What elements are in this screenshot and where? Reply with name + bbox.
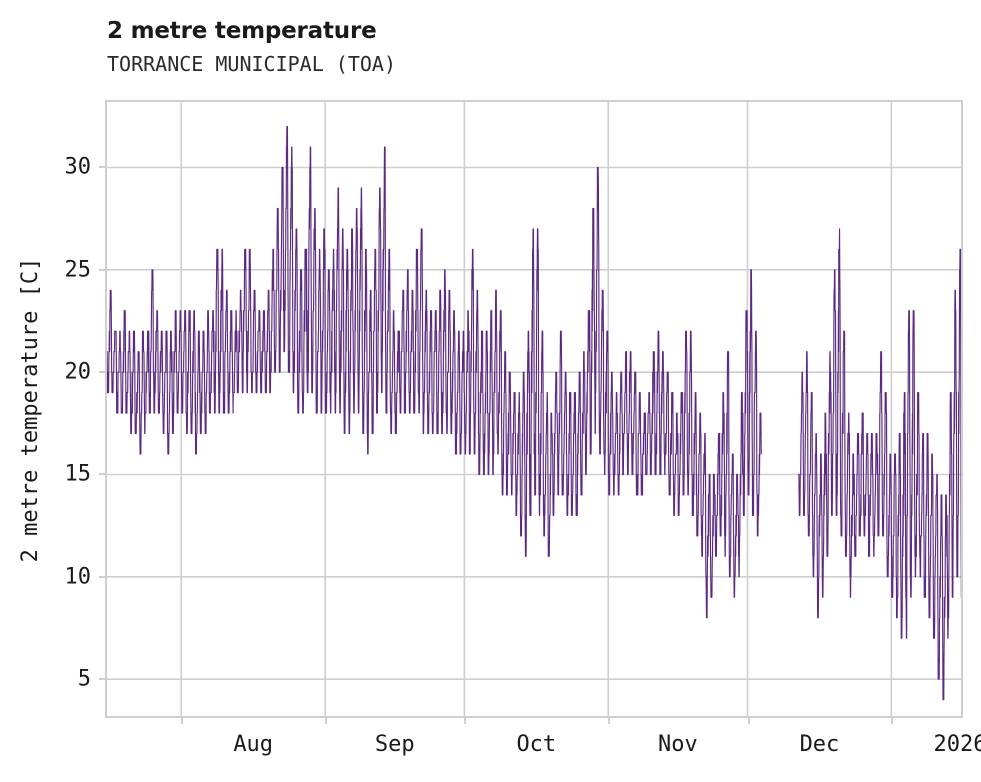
- x-tick-label: Dec: [799, 732, 840, 757]
- y-tick-mark: [99, 166, 105, 169]
- y-tick-mark: [99, 575, 105, 578]
- x-tick-label: Sep: [374, 732, 415, 757]
- y-tick-mark: [99, 268, 105, 271]
- x-tick-mark: [747, 718, 750, 724]
- y-tick-label: 20: [64, 359, 92, 385]
- y-tick-mark: [99, 473, 105, 476]
- y-axis-ticks: 30 25 20 15 10 5: [0, 0, 105, 782]
- x-tick-label: 2026: [933, 732, 981, 757]
- y-tick-label: 25: [64, 257, 92, 283]
- x-tick-label: Aug: [233, 732, 274, 757]
- y-tick-label: 15: [64, 461, 92, 487]
- temperature-line: [107, 125, 961, 701]
- y-tick-mark: [99, 371, 105, 374]
- x-tick-mark: [325, 718, 328, 724]
- x-tick-label: Nov: [658, 732, 698, 757]
- y-tick-label: 5: [77, 666, 91, 692]
- plot-area: [105, 100, 963, 718]
- y-tick-label: 10: [64, 564, 92, 590]
- chart-title: 2 metre temperature: [107, 18, 377, 44]
- y-tick-mark: [99, 678, 105, 681]
- y-tick-label: 30: [64, 154, 92, 180]
- x-tick-mark: [181, 718, 184, 724]
- chart-subtitle: TORRANCE MUNICIPAL (TOA): [107, 52, 396, 76]
- x-tick-mark: [608, 718, 611, 724]
- x-tick-mark: [891, 718, 894, 724]
- x-tick-mark: [464, 718, 467, 724]
- temperature-series-plot: [107, 102, 961, 716]
- x-tick-label: Oct: [516, 732, 557, 757]
